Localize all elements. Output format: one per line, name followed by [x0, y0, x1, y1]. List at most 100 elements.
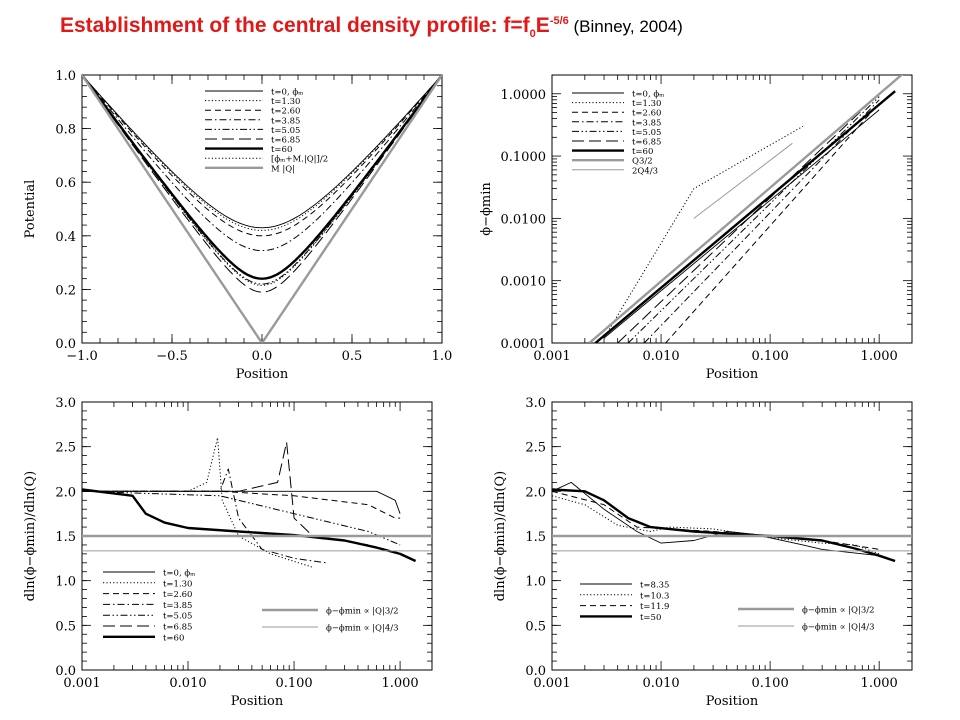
series-line-3 [82, 75, 442, 237]
legend-label: t=60 [632, 147, 653, 157]
legend-label: t=3.85 [163, 601, 192, 611]
y-tick-label: 3.0 [525, 396, 546, 411]
series-line-1 [82, 490, 401, 514]
series-group [588, 75, 904, 343]
y-tick-label: 0.0 [55, 664, 76, 679]
series-line-5 [627, 96, 880, 343]
legend-label: t=1.30 [632, 99, 661, 109]
y-tick-label: 0.6 [55, 176, 76, 191]
legend-label: ϕ−ϕmin ∝ |Q|3/2 [802, 606, 875, 616]
legend-label: t=5.05 [632, 128, 661, 138]
y-tick-label: 0.0 [55, 337, 76, 352]
legend-label: t=50 [640, 613, 661, 623]
legend-label: Q3/2 [632, 157, 653, 167]
x-tick-label: 1.0 [432, 349, 453, 364]
series-line-4 [82, 75, 442, 251]
series-line-4 [643, 99, 880, 343]
legend-label: t=5.05 [271, 126, 300, 136]
x-tick-label: 0.5 [342, 349, 363, 364]
series-line-7 [82, 488, 417, 563]
y-axis-label: Potential [23, 180, 38, 239]
legend: t=0, ϕₘt=1.30t=2.60t=3.85t=5.05t=6.85t=6… [572, 90, 664, 176]
legend-label: ϕ−ϕmin ∝ |Q|4/3 [802, 623, 875, 633]
series-line-7 [82, 75, 442, 280]
y-tick-label: 2.5 [525, 441, 546, 456]
x-tick-label: 0.001 [533, 349, 570, 364]
x-tick-label: 0.100 [752, 349, 789, 364]
y-tick-label: 0.8 [55, 123, 76, 138]
x-tick-label: 1.000 [861, 349, 898, 364]
y-tick-label: 0.1000 [501, 150, 547, 165]
legend-label: ϕ−ϕmin ∝ |Q|4/3 [326, 624, 399, 634]
series-line-2 [603, 125, 804, 339]
legend-label: t=1.30 [163, 579, 192, 589]
series-line-1 [552, 481, 880, 557]
series-group [82, 75, 442, 343]
legend-label: t=2.60 [632, 109, 661, 119]
series-line-2 [552, 495, 880, 555]
x-tick-label: −1.0 [66, 349, 98, 364]
x-tick-label: 0.001 [63, 676, 100, 691]
y-tick-label: 0.2 [55, 283, 76, 298]
legend: t=0, ϕₘt=1.30t=2.60t=3.85t=5.05t=6.85t=6… [205, 88, 328, 174]
series-line-2 [82, 75, 442, 231]
legend-label: t=6.85 [271, 136, 300, 146]
series-line-7 [594, 90, 896, 343]
y-axis-label: ϕ−ϕmin [479, 182, 494, 236]
legend-label: t=1.30 [271, 97, 300, 107]
legend-label: t=3.85 [271, 116, 300, 126]
slide-title: Establishment of the central density pro… [60, 14, 683, 40]
x-axis-label: Position [236, 367, 289, 382]
series-line-3 [82, 490, 401, 519]
legend-label: t=0, ϕₘ [271, 88, 303, 98]
series-line-6 [82, 75, 442, 293]
x-tick-label: 0.010 [169, 676, 206, 691]
series-group [552, 481, 912, 563]
y-tick-label: 1.0000 [501, 88, 547, 103]
legend-label: t=10.3 [640, 591, 669, 601]
legend-label: t=8.35 [640, 581, 669, 591]
legend-label: M |Q| [271, 164, 295, 174]
x-axis-label: Position [231, 694, 284, 709]
y-tick-label: 2.0 [525, 485, 546, 500]
panel-3: 0.001 0.010 0.100 1.000 0.0 0.5 1.0 1.5 2.0 2.5 3.… [23, 396, 433, 709]
y-tick-label: 0.0010 [501, 275, 547, 290]
series-line-8 [588, 75, 904, 343]
series-line-4 [82, 468, 327, 564]
legend-label: t=6.85 [163, 623, 192, 633]
title-citation: (Binney, 2004) [568, 17, 683, 36]
y-tick-label: 1.0 [55, 575, 76, 590]
x-tick-label: 0.010 [642, 676, 679, 691]
plot-frame [551, 74, 913, 344]
x-axis-label: Position [706, 694, 759, 709]
series-line-9 [693, 142, 793, 219]
series-line-4 [552, 488, 896, 563]
x-tick-label: 1.000 [381, 676, 418, 691]
x-tick-label: 0.100 [275, 676, 312, 691]
y-tick-label: 0.5 [55, 619, 76, 634]
legend: t=0, ϕₘt=1.30t=2.60t=3.85t=5.05t=6.85t=6… [103, 569, 399, 643]
y-tick-label: 0.0001 [501, 337, 547, 352]
legend-label: 2Q4/3 [632, 166, 658, 176]
legend-label: t=0, ϕₘ [632, 90, 664, 100]
legend-label: t=5.05 [163, 612, 192, 622]
x-axis-label: Position [706, 367, 759, 382]
panel-1: −1.0 −0.5 0.0 0.5 1.0 0.0 0.2 0.4 0.6 0.8 1.0 Posit… [23, 69, 452, 382]
x-tick-label: 0.001 [533, 676, 570, 691]
legend-label: t=2.60 [163, 590, 192, 600]
panel-2: 0.001 0.010 0.100 1.000 0.0001 0.0010 0.0100 0.… [479, 74, 913, 382]
x-tick-label: 1.000 [861, 676, 898, 691]
series-line-1 [82, 75, 442, 229]
series-line-8 [82, 75, 442, 286]
y-tick-label: 1.0 [525, 575, 546, 590]
legend-label: t=2.60 [271, 107, 300, 117]
y-tick-label: 1.0 [55, 69, 76, 84]
y-tick-label: 1.5 [55, 530, 76, 545]
plot-frame [81, 74, 443, 344]
series-line-3 [665, 103, 880, 343]
y-tick-label: 1.5 [525, 530, 546, 545]
legend: t=8.35t=10.3t=11.9t=50 ϕ−ϕmin ∝ |Q|3/2 ϕ−ϕ… [580, 581, 875, 633]
legend-label: t=6.85 [632, 138, 661, 148]
y-tick-label: 2.0 [55, 485, 76, 500]
